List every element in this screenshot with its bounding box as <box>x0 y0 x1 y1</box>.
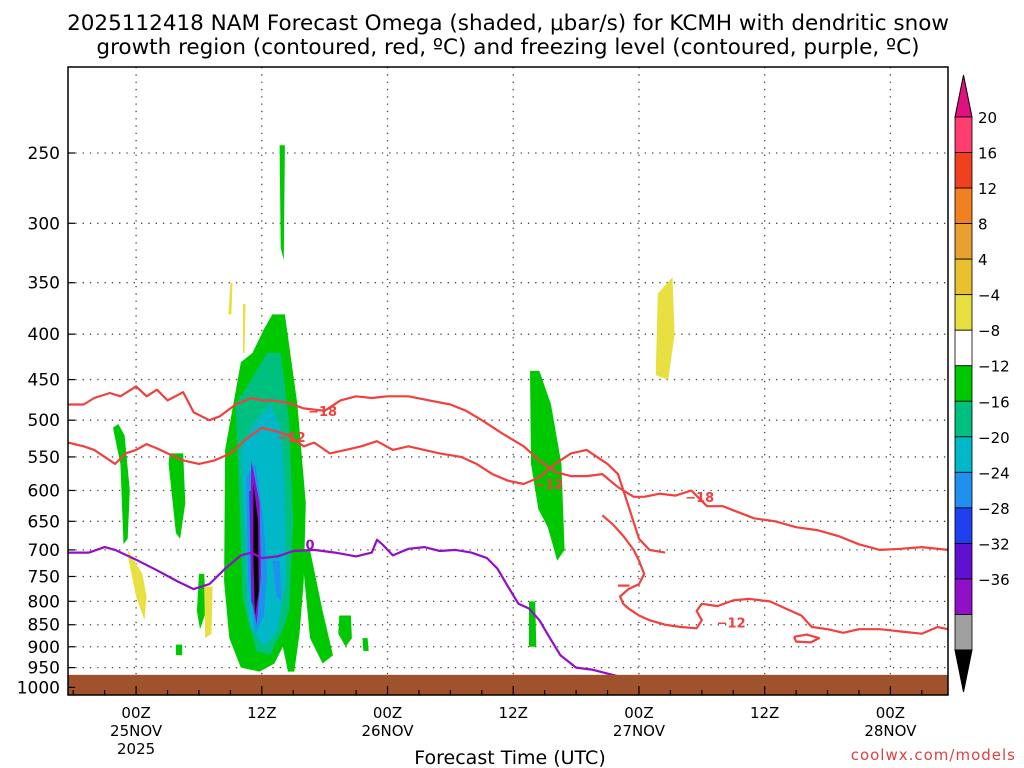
y-tick-label-450: 450 <box>28 371 60 391</box>
omega-area-17 <box>253 484 259 616</box>
colorbar-swatch-8 <box>954 400 973 438</box>
colorbar-swatch-2 <box>954 187 973 224</box>
colorbar: 20 16 12 8 4 −4 −8 −12 −16 −20 −24 −28 −32 −36 <box>954 74 1010 693</box>
y-tick-label-650: 650 <box>28 512 60 532</box>
freezing-level-line <box>68 538 655 687</box>
colorbar-label-6: −8 <box>978 322 1000 340</box>
y-tick-label-900: 900 <box>28 638 60 658</box>
omega-area-20 <box>228 282 233 315</box>
contour-label-1: −12 <box>277 431 306 446</box>
y-tick-label-600: 600 <box>28 481 60 501</box>
colorbar-label-12: −32 <box>978 535 1010 553</box>
chart-title-line-1: 2025112418 NAM Forecast Omega (shaded, μ… <box>67 11 949 36</box>
y-tick-label-300: 300 <box>28 214 60 234</box>
omega-area-19 <box>204 586 213 639</box>
omega-shading <box>113 145 675 672</box>
omega-area-22 <box>655 277 675 380</box>
contour-lines <box>67 385 949 687</box>
colorbar-label-1: 16 <box>978 145 997 163</box>
y-tick-label-800: 800 <box>28 592 60 612</box>
colorbar-label-7: −12 <box>978 358 1010 376</box>
omega-area-10 <box>529 601 537 647</box>
omega-area-5 <box>301 549 333 664</box>
colorbar-label-2: 12 <box>978 180 997 198</box>
x-tick-label-24: 00Z <box>373 704 402 722</box>
source-credit: coolwx.com/models <box>851 746 1016 764</box>
x-tick-label-48: 00Z <box>624 704 653 722</box>
y-tick-label-1000: 1000 <box>17 678 60 698</box>
y-axis: 2503003504004505005506006507007508008509… <box>17 144 75 698</box>
colorbar-label-13: −36 <box>978 571 1010 589</box>
colorbar-label-9: −20 <box>978 429 1010 447</box>
colorbar-swatch-14 <box>954 614 973 651</box>
colorbar-swatch-13 <box>954 578 973 615</box>
colorbar-swatch-10 <box>954 471 973 509</box>
colorbar-label-8: −16 <box>978 393 1010 411</box>
colorbar-label-4: 4 <box>978 251 988 269</box>
colorbar-top-arrow <box>954 74 973 118</box>
colorbar-swatch-3 <box>954 223 973 260</box>
x-tick-label-72: 00Z <box>876 704 905 722</box>
colorbar-label-5: −4 <box>978 287 1000 305</box>
x-tick-label-36: 12Z <box>499 704 528 722</box>
temperature-contour-0 <box>68 385 949 552</box>
x-axis-label: Forecast Time (UTC) <box>414 747 605 768</box>
colorbar-swatch-1 <box>954 152 973 189</box>
contour-label-5: 0 <box>305 538 314 553</box>
omega-area-18 <box>127 549 147 621</box>
contour-label-2: −12 <box>534 478 563 493</box>
omega-area-14 <box>272 560 282 602</box>
contour-label-0: −18 <box>308 405 337 420</box>
colorbar-swatch-5 <box>954 294 973 331</box>
y-tick-label-750: 750 <box>28 567 60 587</box>
x-tick-label-60: 12Z <box>750 704 779 722</box>
colorbar-swatch-12 <box>954 543 973 580</box>
omega-area-1 <box>168 453 186 539</box>
colorbar-swatch-6 <box>954 329 973 367</box>
colorbar-label-10: −24 <box>978 464 1010 482</box>
colorbar-swatch-11 <box>954 507 973 544</box>
omega-area-0 <box>113 424 130 545</box>
x-date-label-48: 27NOV <box>613 722 666 740</box>
temperature-contour-2 <box>601 514 949 635</box>
colorbar-bottom-arrow <box>954 649 973 693</box>
x-tick-label-0: 00Z <box>121 704 150 722</box>
chart-title-line-2: growth region (contoured, red, ºC) and f… <box>96 35 919 60</box>
contour-labels: −18−12−12−18−120 <box>277 405 746 632</box>
omega-area-6 <box>338 615 352 647</box>
y-tick-label-700: 700 <box>28 541 60 561</box>
y-tick-label-400: 400 <box>28 325 60 345</box>
colorbar-swatch-7 <box>954 365 973 402</box>
colorbar-swatch-0 <box>954 116 973 153</box>
omega-area-3 <box>175 644 183 656</box>
temperature-contour-4 <box>792 633 821 644</box>
x-date-label-0: 25NOV <box>110 722 163 740</box>
colorbar-swatch-9 <box>954 436 973 473</box>
omega-area-7 <box>362 638 369 651</box>
omega-area-21 <box>243 304 246 353</box>
colorbar-label-0: 20 <box>978 109 997 127</box>
colorbar-swatch-4 <box>954 258 973 296</box>
omega-area-8 <box>279 145 285 260</box>
contour-label-3: −18 <box>685 491 714 506</box>
y-tick-label-950: 950 <box>28 659 60 679</box>
y-tick-label-250: 250 <box>28 144 60 164</box>
x-date-label-72: 28NOV <box>864 722 917 740</box>
temperature-contour-1 <box>67 426 666 554</box>
y-tick-label-550: 550 <box>28 448 60 468</box>
x-date-label-24: 26NOV <box>361 722 414 740</box>
y-tick-label-500: 500 <box>28 411 60 431</box>
x-year-label-0: 2025 <box>117 740 155 758</box>
contour-label-4: −12 <box>717 616 746 631</box>
y-tick-label-850: 850 <box>28 616 60 636</box>
plot-frame <box>67 66 949 696</box>
colorbar-label-3: 8 <box>978 216 988 234</box>
y-tick-label-350: 350 <box>28 274 60 294</box>
ground-terrain <box>68 674 948 695</box>
x-tick-label-12: 12Z <box>247 704 276 722</box>
colorbar-label-11: −28 <box>978 500 1010 518</box>
